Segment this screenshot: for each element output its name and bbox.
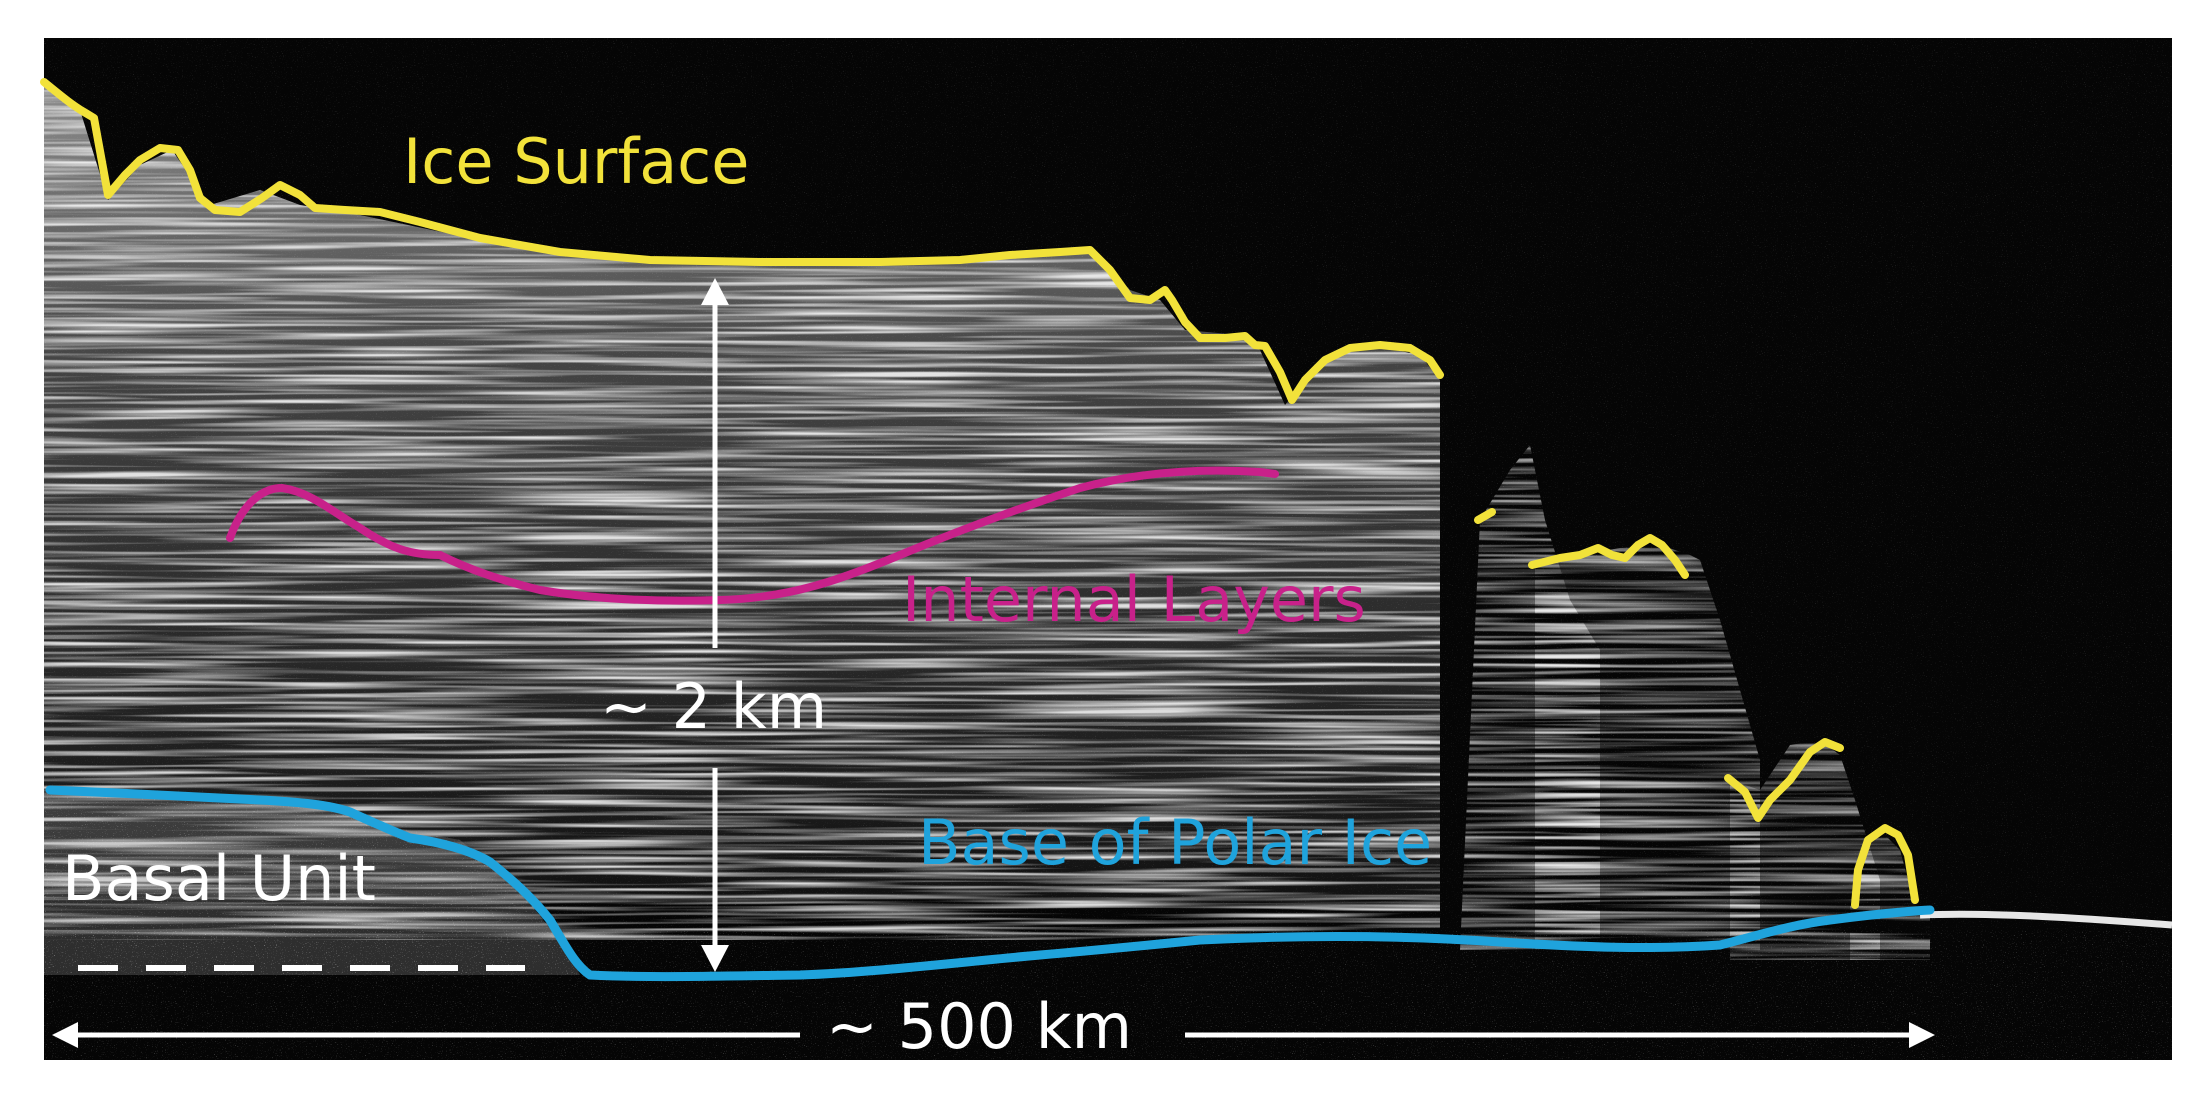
ice-surface-segment-4: [1724, 738, 1844, 822]
base-of-polar-ice-label: Base of Polar Ice: [918, 806, 1432, 879]
thickness-arrow-up-head: [701, 278, 729, 305]
distance-label: ~ 500 km: [826, 990, 1132, 1063]
basal-unit-grain: [44, 790, 580, 975]
ice-surface-main-segment: [40, 78, 1444, 404]
internal-layers-label: Internal Layers: [902, 563, 1366, 636]
base-of-polar-ice-line: [45, 785, 1935, 982]
right-surface-reflector: [1919, 910, 2172, 929]
ice-body-streaks: [44, 78, 1440, 940]
ice-body-right-4: [1850, 830, 1930, 960]
ice-surface-label: Ice Surface: [403, 125, 749, 198]
distance-arrow: [52, 1022, 1935, 1048]
ice-surface-segment-5: [1851, 824, 1919, 909]
ice-surface-segment-2: [1474, 508, 1496, 524]
ice-surface-line: [40, 78, 1919, 909]
basal-unit-label: Basal Unit: [62, 842, 376, 915]
ice-surface-segment-3: [1528, 534, 1689, 579]
distance-arrow-left-head: [52, 1022, 78, 1048]
distance-arrow-right-head: [1909, 1022, 1935, 1048]
thickness-arrow: [701, 278, 729, 972]
thickness-label: ~ 2 km: [600, 670, 827, 743]
thickness-arrow-down-head: [701, 945, 729, 972]
ice-body-right-2: [1535, 545, 1760, 950]
ice-body-right-3: [1730, 740, 1880, 960]
internal-layers-line: [226, 466, 1279, 605]
